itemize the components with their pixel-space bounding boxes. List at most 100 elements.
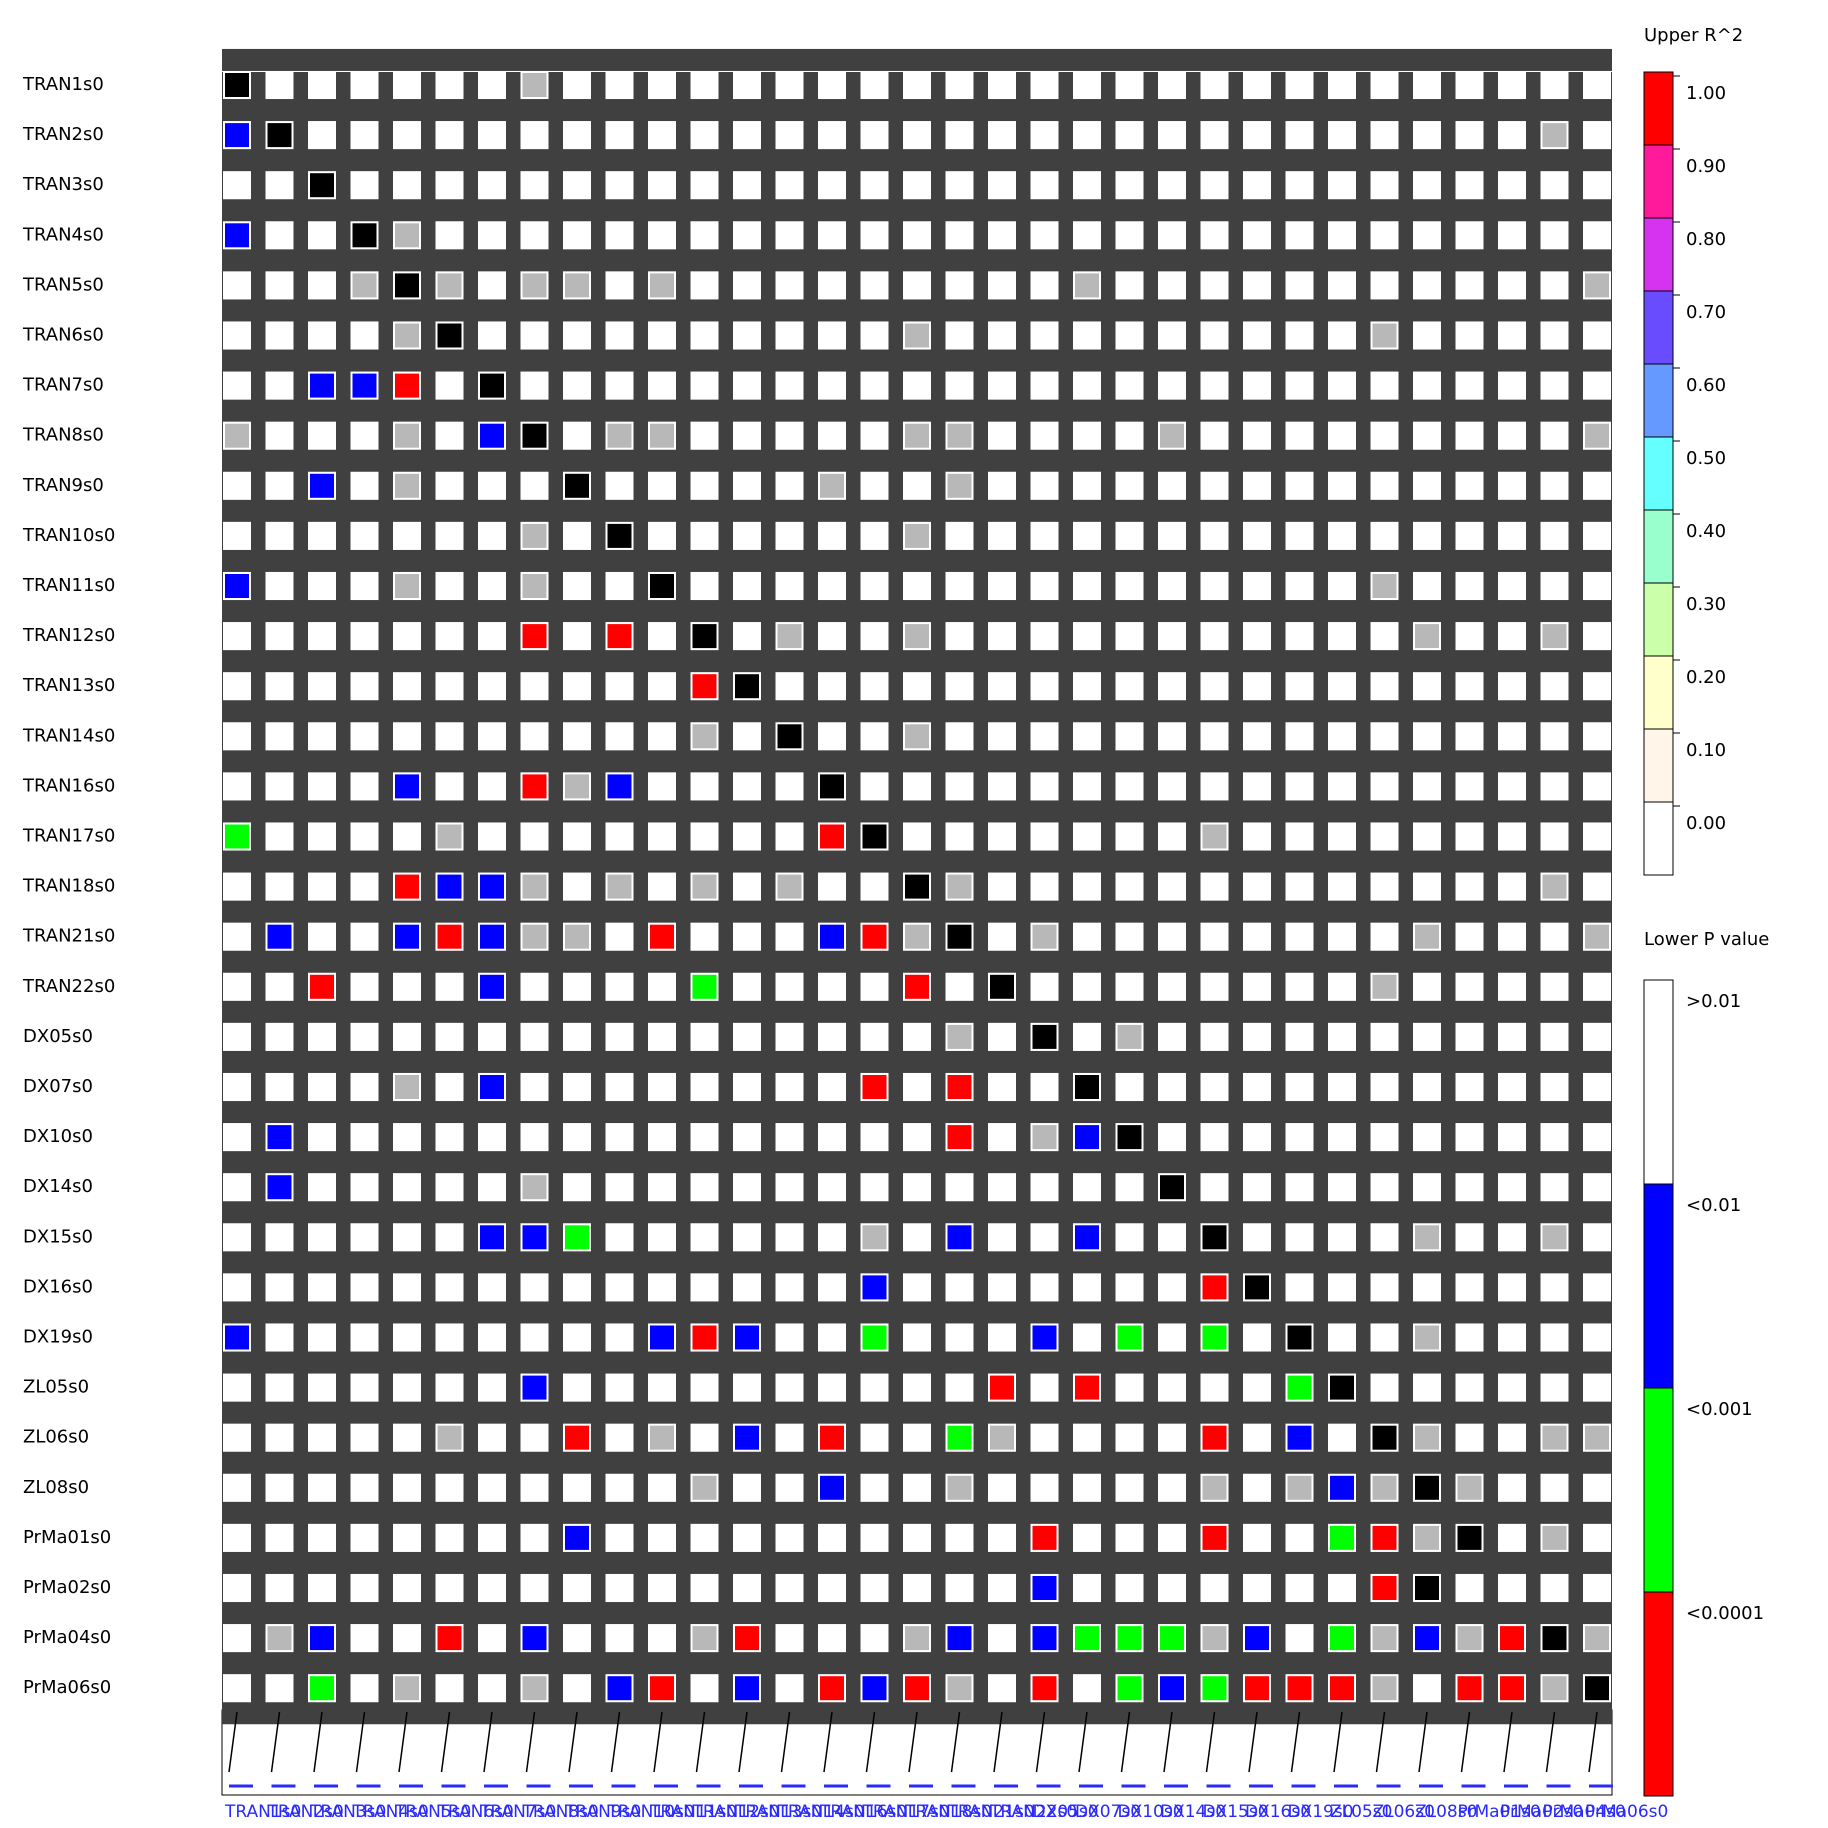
ld-cell <box>1542 1676 1567 1701</box>
ld-cell <box>395 774 419 799</box>
ld-cell <box>735 223 759 248</box>
ld-cell <box>1075 1225 1099 1250</box>
ld-cell <box>522 874 547 899</box>
r2-tick-label: 0.90 <box>1686 156 1726 177</box>
ld-cell <box>1372 1075 1397 1099</box>
ld-cell <box>1287 874 1312 899</box>
ld-cell <box>1032 1024 1057 1049</box>
ld-cell <box>352 1125 377 1150</box>
ld-cell <box>1500 423 1524 448</box>
ld-cell <box>225 1075 249 1099</box>
ld-cell <box>777 173 802 198</box>
ld-cell <box>565 824 589 849</box>
ld-cell <box>310 874 334 899</box>
ld-cell <box>905 1225 929 1250</box>
ld-cell <box>1075 1275 1099 1300</box>
ld-cell <box>735 1275 759 1300</box>
ld-cell <box>862 724 887 749</box>
ld-cell <box>905 1425 929 1450</box>
ld-cell <box>565 1475 589 1500</box>
ld-cell <box>1160 1275 1184 1300</box>
ld-cell <box>225 373 249 398</box>
ld-cell <box>1542 523 1567 548</box>
ld-cell <box>692 1425 717 1450</box>
row-label: DX15s0 <box>23 1226 93 1247</box>
ld-cell <box>607 423 632 448</box>
ld-cell <box>1160 1375 1184 1400</box>
ld-cell <box>1287 1024 1312 1049</box>
ld-cell <box>1245 1125 1269 1150</box>
ld-cell <box>1457 73 1482 97</box>
ld-cell <box>990 123 1014 148</box>
ld-cell <box>225 674 249 699</box>
ld-cell <box>1585 924 1609 949</box>
ld-cell <box>905 1125 929 1150</box>
ld-cell <box>650 223 674 248</box>
ld-cell <box>522 574 547 598</box>
ld-cell <box>990 1325 1014 1350</box>
ld-cell <box>820 173 844 198</box>
ld-cell <box>1075 574 1099 598</box>
ld-cell <box>692 1525 717 1550</box>
ld-cell <box>1330 974 1354 999</box>
ld-cell <box>947 473 972 498</box>
ld-cell <box>1202 774 1227 799</box>
ld-cell <box>480 323 504 348</box>
row-label: TRAN16s0 <box>22 775 115 796</box>
r2-legend-swatch <box>1643 217 1674 292</box>
ld-cell <box>522 1325 547 1350</box>
col-label: TRAN22s0 <box>989 1802 1077 1822</box>
ld-cell <box>310 1024 334 1049</box>
ld-cell <box>522 724 547 749</box>
ld-cell <box>352 273 377 298</box>
ld-cell <box>650 774 674 799</box>
ld-cell <box>1542 173 1567 198</box>
ld-cell <box>310 1576 334 1600</box>
ld-cell <box>1202 1626 1227 1651</box>
ld-cell <box>225 1525 249 1550</box>
ld-cell <box>1245 974 1269 999</box>
col-label: DX16s0 <box>1245 1802 1311 1822</box>
ld-cell <box>395 273 419 298</box>
ld-cell <box>777 473 802 498</box>
ld-cell <box>1415 473 1439 498</box>
ld-cell <box>395 1375 419 1400</box>
ld-cell <box>820 373 844 398</box>
row-band <box>222 399 1612 422</box>
ld-cell <box>1245 1075 1269 1099</box>
connector <box>653 1711 663 1773</box>
ld-cell <box>820 824 844 849</box>
ld-cell <box>1245 1175 1269 1200</box>
ld-cell <box>1415 1525 1439 1550</box>
row-label: DX14s0 <box>23 1176 93 1197</box>
ld-cell <box>1287 1225 1312 1250</box>
ld-cell <box>1160 523 1184 548</box>
ld-cell <box>565 73 589 97</box>
ld-cell <box>862 1425 887 1450</box>
ld-cell <box>565 1626 589 1651</box>
ld-cell <box>225 924 249 949</box>
ld-cell <box>437 574 462 598</box>
ld-cell <box>480 1425 504 1450</box>
ld-cell <box>1160 73 1184 97</box>
ld-cell <box>1075 1075 1099 1099</box>
ld-cell <box>1032 73 1057 97</box>
r2-legend-swatch <box>1643 71 1674 146</box>
ld-cell <box>1457 1626 1482 1651</box>
ld-cell <box>862 924 887 949</box>
ld-cell <box>437 273 462 298</box>
p-legend-label: <0.0001 <box>1686 1603 1764 1624</box>
ld-cell <box>522 1525 547 1550</box>
ld-cell <box>735 523 759 548</box>
ld-cell <box>1585 824 1609 849</box>
ld-cell <box>1500 523 1524 548</box>
ld-cell <box>947 1175 972 1200</box>
ld-cell <box>1160 1075 1184 1099</box>
row-label: PrMa04s0 <box>23 1627 111 1648</box>
ld-cell <box>1032 874 1057 899</box>
ld-cell <box>692 974 717 999</box>
ld-cell <box>1457 1075 1482 1099</box>
ld-cell <box>1245 1225 1269 1250</box>
ld-cell <box>352 423 377 448</box>
ld-cell <box>905 423 929 448</box>
